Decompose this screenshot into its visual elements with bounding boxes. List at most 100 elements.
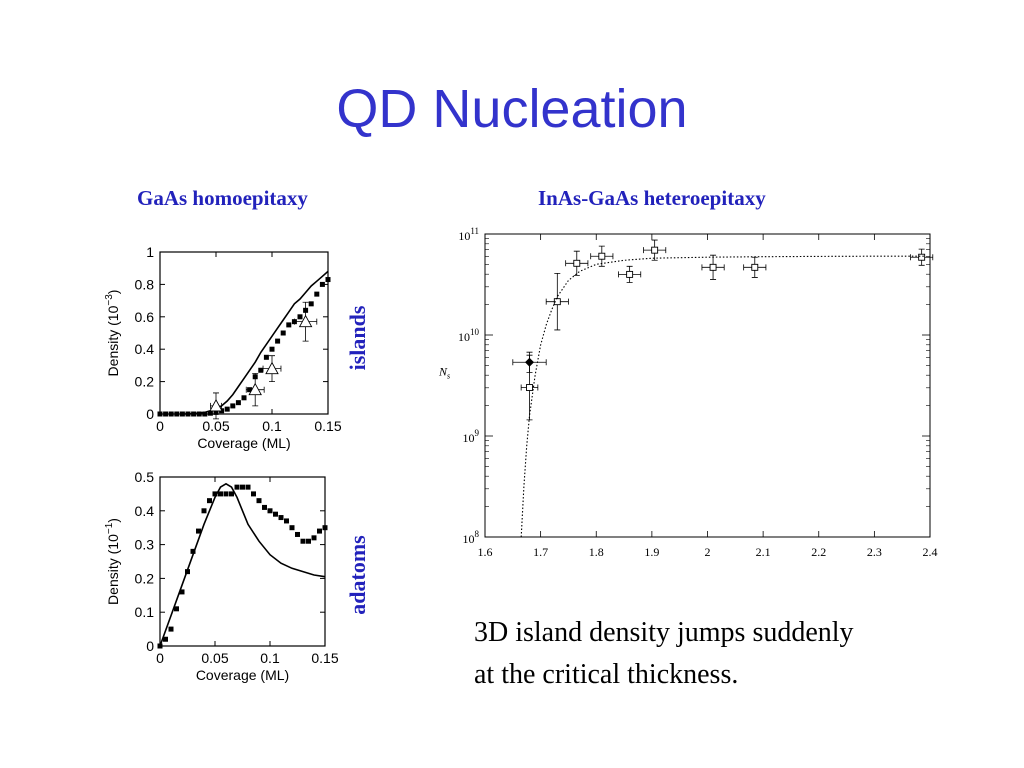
x-tick-label: 0.1 — [260, 650, 280, 666]
x-tick-label: 0.15 — [314, 418, 341, 434]
data-point-square — [284, 518, 289, 524]
data-point-square — [306, 538, 311, 544]
data-point-square — [229, 491, 234, 497]
data-point-square — [168, 411, 174, 417]
data-point-triangle — [298, 314, 313, 328]
x-tick-label: 0.05 — [202, 418, 229, 434]
y-tick-label: 0.6 — [135, 309, 155, 325]
y-axis-label-text: Density (10 — [105, 305, 121, 376]
plot-frame — [159, 251, 329, 415]
data-point-open-square — [918, 253, 926, 261]
x-tick-label: 1.7 — [533, 545, 548, 559]
data-point-square — [267, 508, 273, 514]
data-point-square — [218, 491, 223, 497]
data-point-square — [269, 346, 275, 352]
x-tick-label: 1.9 — [644, 545, 659, 559]
data-point-square — [262, 504, 267, 510]
data-point-square — [207, 410, 213, 416]
y-tick-label: 0.4 — [135, 341, 155, 357]
x-tick-label: 1.6 — [478, 545, 493, 559]
data-point-open-square — [526, 384, 533, 391]
data-point-square — [311, 535, 317, 541]
data-point-square — [212, 491, 218, 497]
y-tick-label: 0.3 — [135, 537, 155, 553]
fit-curve — [520, 255, 925, 538]
data-point-square — [202, 411, 208, 417]
y-tick-label: 0 — [146, 406, 154, 422]
y-tick-label: 0.2 — [135, 374, 155, 390]
slide-title: QD Nucleation — [336, 79, 688, 139]
y-tick-exponent: 8 — [475, 529, 480, 539]
data-point-square — [190, 548, 196, 554]
data-point-square — [300, 538, 306, 544]
data-point-square — [314, 291, 320, 297]
adatoms-chart: 0 0.05 0.1 0.15 0 0.1 0.2 0.3 0.4 0.5 Coverage (ML… — [104, 469, 339, 683]
data-point-square — [230, 403, 236, 409]
data-point-square — [224, 406, 230, 412]
data-point-square — [258, 367, 264, 373]
data-point-square — [289, 525, 295, 531]
data-point-square — [168, 626, 174, 632]
y-tick-base: 10 — [463, 532, 475, 546]
data-point-square — [234, 484, 240, 490]
x-tick-label: 0.05 — [201, 650, 228, 666]
data-point-square — [251, 491, 256, 497]
data-point-triangle — [265, 361, 279, 375]
y-tick-label: 0.5 — [135, 469, 155, 485]
data-point-square — [179, 411, 185, 417]
x-tick-label: 0 — [156, 650, 164, 666]
data-point-square — [196, 411, 202, 417]
model-curve — [159, 482, 326, 647]
model-curve — [182, 270, 329, 415]
caption: 3D island density jumps suddenly at the … — [474, 612, 974, 696]
x-axis-label: Coverage (ML) — [197, 435, 290, 451]
y-axis-label: Density (10−1) — [104, 518, 121, 605]
data-point-square — [163, 411, 169, 417]
data-point-square — [174, 606, 179, 612]
data-point-open-square — [626, 270, 634, 278]
plot-frame — [484, 233, 931, 538]
data-point-square — [273, 511, 278, 517]
data-point-square — [196, 528, 201, 534]
y-tick-base: 10 — [463, 431, 475, 445]
caption-line-2: at the critical thickness. — [474, 659, 739, 690]
data-point-open-square — [598, 252, 606, 260]
x-axis-label: Coverage (ML) — [196, 667, 289, 683]
data-point-square — [263, 354, 269, 360]
data-point-square — [240, 484, 245, 490]
data-point-open-square — [651, 246, 659, 254]
data-point-square — [280, 330, 286, 336]
y-tick-label: 0.8 — [135, 276, 155, 292]
data-point-square — [317, 528, 322, 534]
y-tick-label: 0.1 — [135, 604, 155, 620]
data-point-triangle — [248, 382, 262, 396]
data-point-square — [223, 491, 229, 497]
data-point-square — [256, 498, 262, 504]
data-point-square — [179, 589, 185, 595]
islands-chart: 0 0.05 0.1 0.15 0 0.2 0.4 0.6 0.8 1 Coverage (ML) D… — [104, 244, 342, 451]
data-point-open-square — [573, 259, 581, 267]
data-point-square — [163, 636, 168, 642]
y-tick-label: 0 — [146, 638, 154, 654]
left-heading: GaAs homoepitaxy — [137, 186, 308, 210]
data-point-square — [241, 395, 247, 401]
data-point-open-square — [751, 263, 759, 271]
plot-frame — [159, 476, 326, 647]
data-point-square — [157, 411, 163, 417]
y-tick-label: 109 — [463, 428, 480, 445]
data-point-square — [245, 484, 251, 490]
data-point-triangle — [209, 398, 223, 412]
x-tick-label: 1.8 — [589, 545, 604, 559]
y-axis-label-subscript: s — [447, 371, 450, 380]
data-point-square — [286, 322, 292, 328]
x-tick-label: 2.3 — [867, 545, 882, 559]
data-point-square — [201, 508, 207, 514]
data-point-square — [308, 301, 314, 307]
caption-line-1: 3D island density jumps suddenly — [474, 617, 854, 648]
data-point-open-square — [553, 298, 561, 306]
y-tick-base: 10 — [458, 229, 470, 243]
data-point-diamond — [525, 357, 534, 367]
x-tick-label: 0 — [156, 418, 164, 434]
y-tick-label: 0.2 — [135, 570, 155, 586]
data-point-square — [235, 400, 241, 406]
